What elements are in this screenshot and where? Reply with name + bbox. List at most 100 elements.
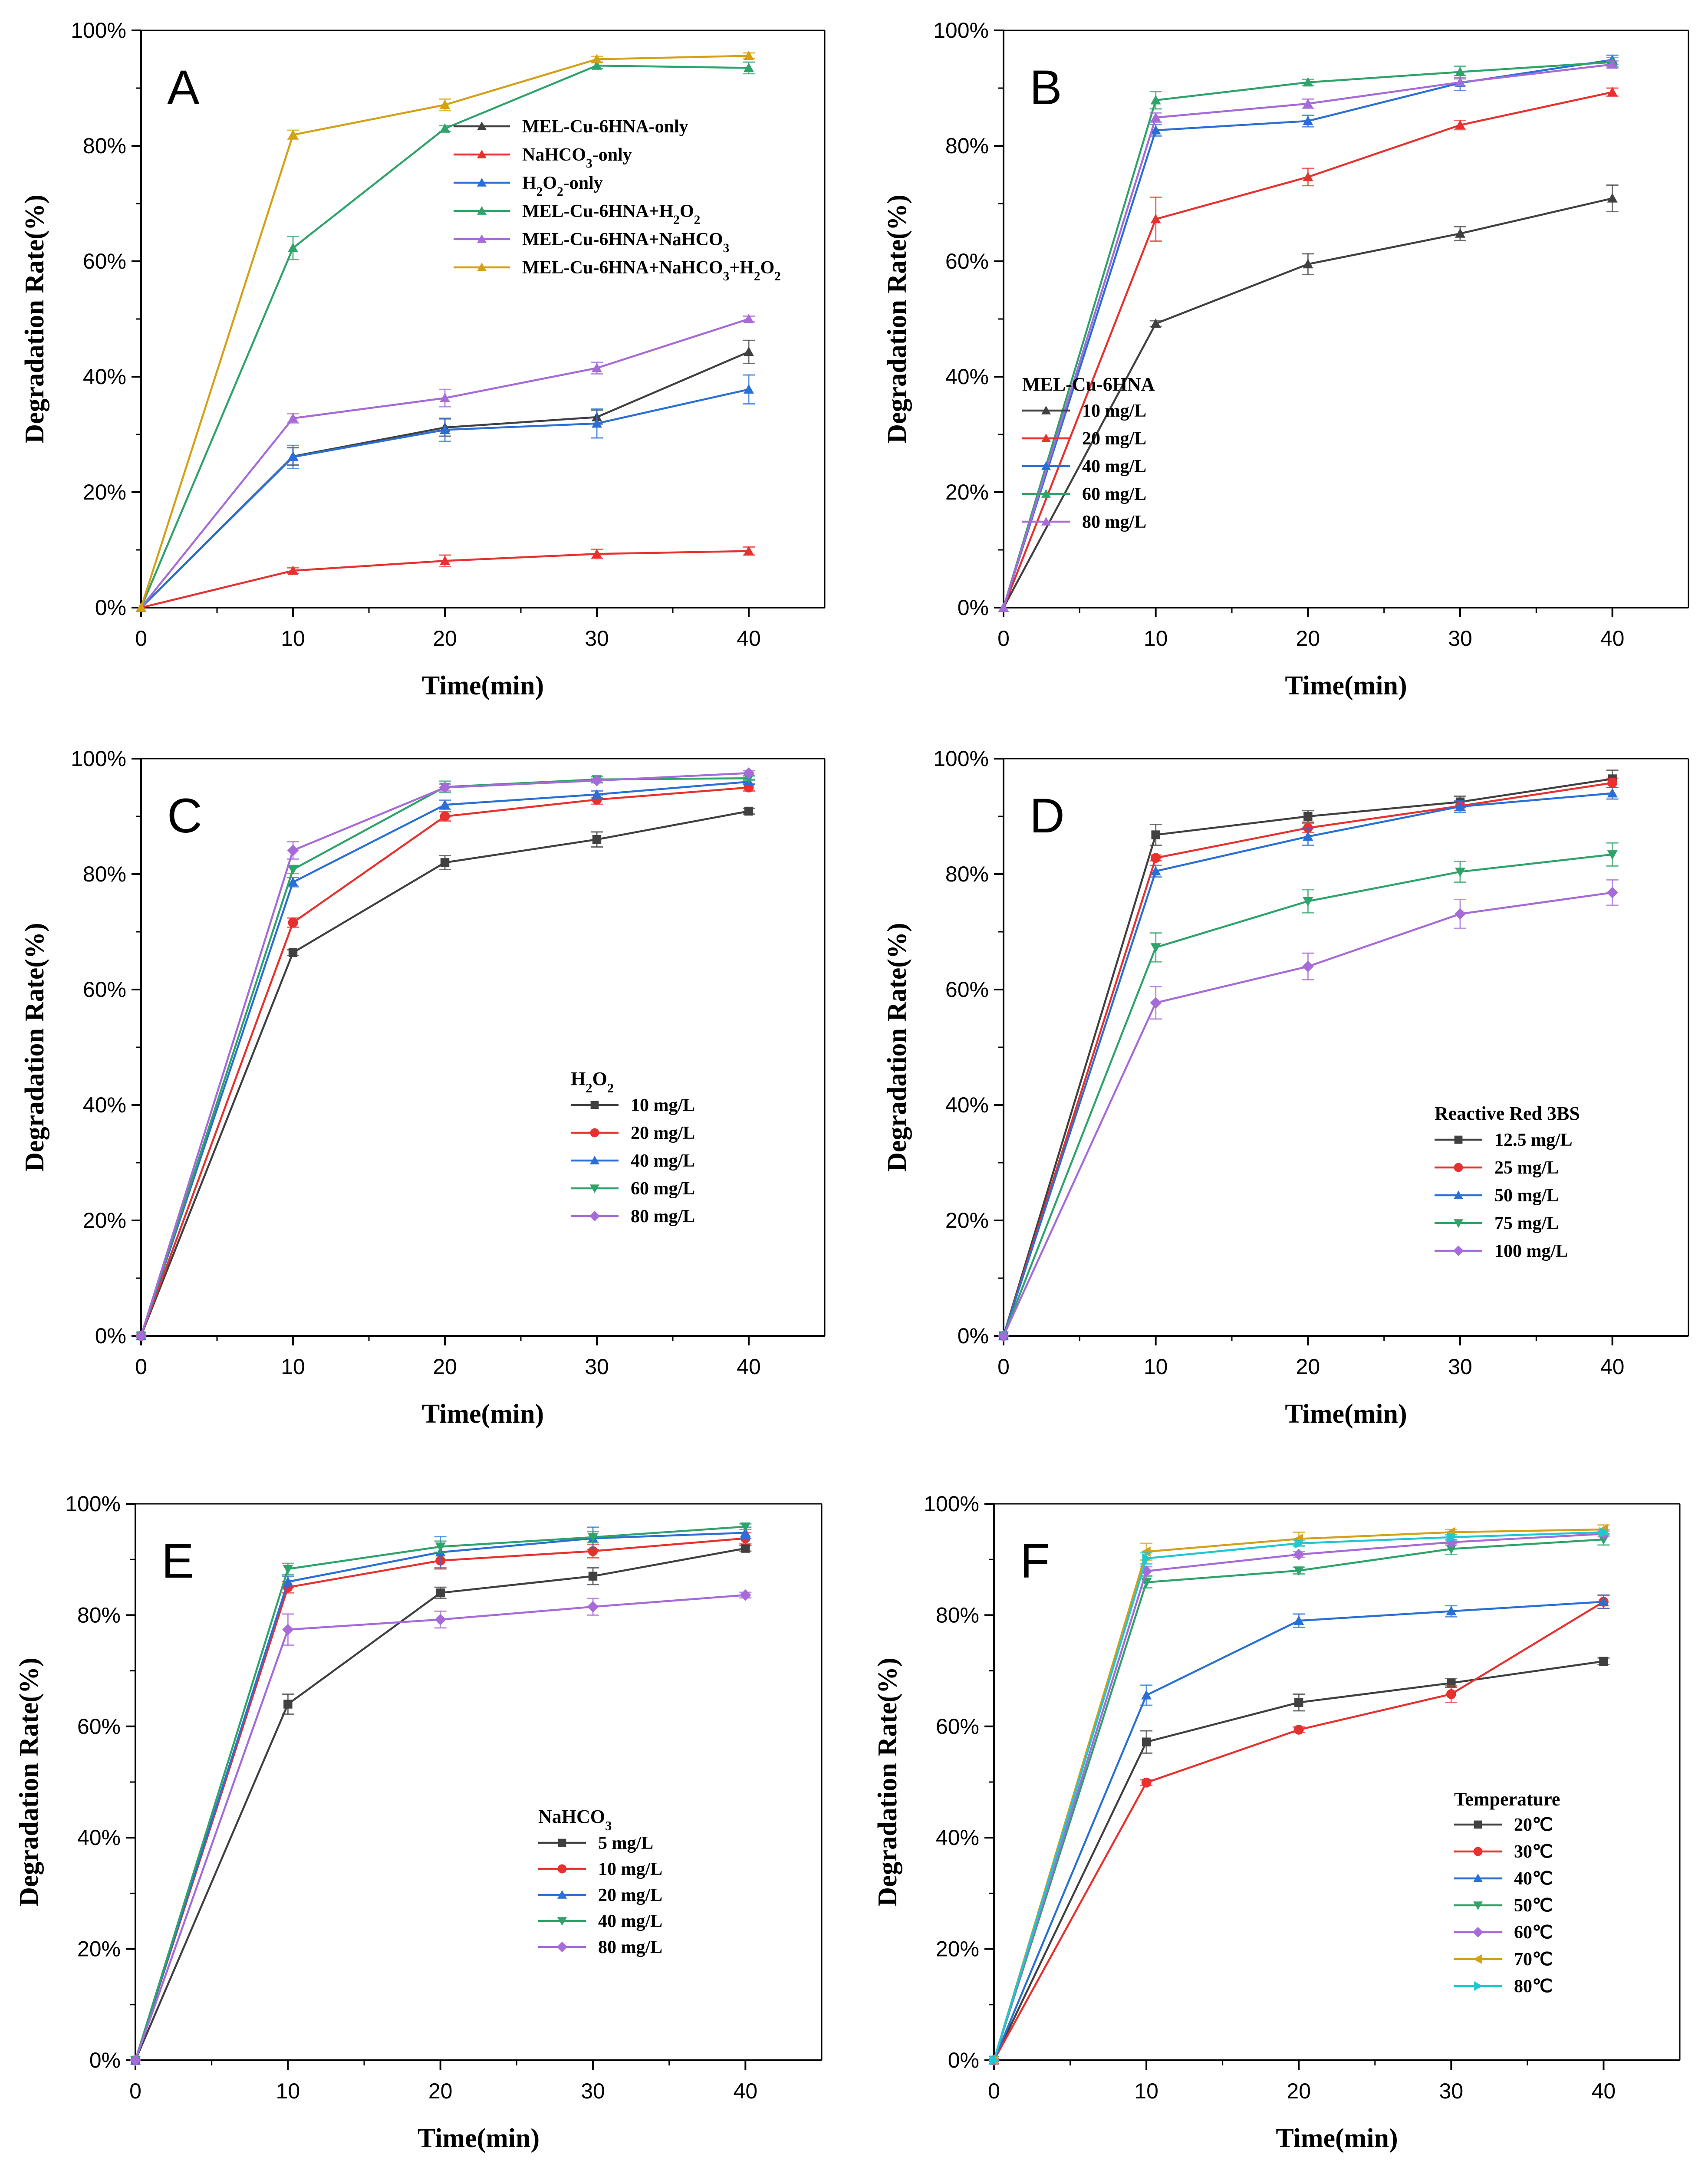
data-point [1293, 1549, 1305, 1560]
y-axis-title: Degradation Rate(%) [882, 923, 912, 1171]
y-tick-label: 0% [958, 595, 989, 620]
data-point [435, 1542, 446, 1552]
data-point [1294, 1698, 1303, 1707]
data-point [1455, 66, 1465, 76]
legend-entry: 20 mg/L [598, 1885, 662, 1905]
y-tick-label: 80% [77, 1603, 121, 1627]
data-point [990, 2055, 999, 2065]
legend-entry: 80 mg/L [631, 1207, 695, 1227]
legend-entry: 20℃ [1514, 1815, 1553, 1835]
legend-entry: 40 mg/L [598, 1911, 662, 1931]
y-tick-label: 60% [945, 977, 989, 1002]
y-tick-label: 20% [936, 1937, 979, 1961]
data-point [440, 393, 450, 402]
series-2 [989, 1594, 1610, 2065]
y-tick-label: 100% [65, 1492, 121, 1516]
y-tick-label: 60% [936, 1714, 979, 1739]
y-tick-label: 20% [77, 1937, 121, 1961]
y-tick-label: 100% [933, 746, 989, 771]
data-point [1455, 120, 1465, 129]
panel-f: 0 10 20 30 40 0% 20% 40% 60% 80% 100% Time(min) Degr… [873, 1492, 1681, 2153]
x-tick-label: 40 [737, 1355, 761, 1379]
y-tick-label: 40% [77, 1825, 121, 1850]
y-tick-label: 100% [71, 18, 126, 43]
x-tick-label: 40 [737, 626, 761, 651]
data-point [1607, 193, 1618, 203]
panel-label: B [1030, 60, 1062, 115]
legend-swatch-marker [477, 263, 487, 271]
x-tick-label: 20 [1296, 626, 1320, 651]
data-point [288, 865, 298, 875]
panel-label: E [161, 1534, 194, 1588]
data-point [136, 602, 146, 612]
x-tick-label: 20 [433, 626, 457, 651]
x-tick-label: 10 [1144, 626, 1168, 651]
x-tick-label: 10 [281, 1355, 305, 1379]
series-line [1002, 853, 1613, 1336]
legend-swatch-marker [557, 1890, 567, 1899]
data-point [744, 806, 754, 816]
data-point [1455, 228, 1465, 238]
y-axis-title: Degradation Rate(%) [873, 1657, 902, 1906]
x-axis-title: Time(min) [422, 1399, 544, 1429]
data-point [1141, 1546, 1151, 1557]
data-point [744, 50, 754, 60]
legend-swatch-marker [1473, 1901, 1483, 1910]
y-tick-label: 40% [945, 365, 989, 389]
data-point [1446, 1689, 1456, 1699]
legend-entry: 30℃ [1514, 1842, 1553, 1862]
x-tick-label: 30 [585, 1355, 609, 1379]
data-point [1303, 831, 1313, 841]
x-tick-label: 10 [1144, 1355, 1168, 1379]
x-tick-label: 40 [734, 2079, 758, 2103]
y-axis-title: Degradation Rate(%) [20, 923, 49, 1171]
y-tick-label: 60% [77, 1714, 121, 1739]
legend-entry: 75 mg/L [1494, 1213, 1559, 1233]
data-point [1303, 812, 1313, 821]
data-point [588, 1546, 598, 1556]
x-tick-label: 20 [1287, 2079, 1311, 2103]
y-tick-label: 80% [936, 1603, 979, 1627]
data-point [592, 60, 602, 70]
y-tick-label: 0% [95, 1324, 126, 1348]
x-tick-label: 20 [428, 2079, 453, 2103]
data-point [587, 1601, 599, 1613]
legend-swatch-marker [557, 1917, 567, 1926]
data-point [740, 1589, 751, 1601]
legend-swatch-marker [1041, 461, 1051, 470]
y-tick-label: 80% [945, 862, 989, 886]
legend-title: MEL-Cu-6HNA [1022, 374, 1155, 395]
x-axis-title: Time(min) [418, 2124, 540, 2153]
data-point [288, 243, 298, 253]
series-5 [136, 50, 755, 612]
legend-swatch-marker [1454, 1219, 1463, 1228]
data-point [1293, 1725, 1304, 1735]
data-point [1293, 1615, 1304, 1625]
legend-entry: 10 mg/L [1082, 401, 1146, 421]
legend-swatch-marker [1474, 1981, 1483, 1991]
x-tick-label: 0 [988, 2079, 1000, 2103]
legend-entry: H2O2-only [522, 173, 603, 199]
series-0 [989, 1657, 1610, 2065]
legend-title: NaHCO3 [538, 1806, 612, 1833]
data-point [1455, 77, 1465, 87]
data-point [1303, 77, 1313, 87]
legend: Reactive Red 3BS 12.5 mg/L 25 mg/L 50 mg/L 7… [1435, 1103, 1580, 1261]
data-point [743, 767, 755, 779]
legend-entry: 50℃ [1514, 1896, 1553, 1916]
x-axis-title: Time(min) [1276, 2124, 1398, 2153]
data-point [436, 1588, 445, 1598]
data-point [434, 1614, 446, 1625]
data-point [135, 1330, 147, 1342]
series-line [140, 55, 749, 608]
data-point [1598, 1535, 1609, 1545]
data-point [1607, 59, 1618, 69]
data-point [1607, 788, 1618, 798]
data-point [1151, 830, 1160, 839]
data-point [288, 917, 298, 928]
panel-label: A [167, 60, 200, 115]
series-1 [136, 546, 755, 612]
x-tick-label: 10 [276, 2079, 300, 2103]
x-tick-label: 0 [997, 626, 1010, 651]
